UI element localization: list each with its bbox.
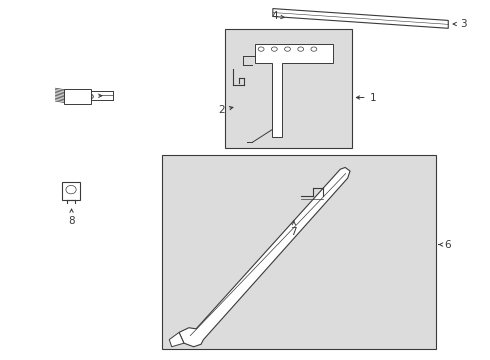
Text: 2: 2 — [218, 105, 233, 115]
Bar — [64, 89, 91, 104]
Polygon shape — [255, 44, 333, 137]
Polygon shape — [169, 332, 184, 347]
Text: 4: 4 — [271, 11, 284, 21]
Text: 3: 3 — [453, 19, 466, 29]
Text: 7: 7 — [291, 221, 297, 237]
Text: 5: 5 — [87, 91, 102, 101]
Polygon shape — [273, 9, 448, 28]
Polygon shape — [179, 167, 350, 347]
Text: 1: 1 — [356, 93, 376, 103]
Text: 6: 6 — [439, 239, 451, 249]
Bar — [162, 155, 436, 348]
Bar — [62, 182, 80, 201]
Text: 8: 8 — [68, 209, 75, 226]
Bar — [225, 30, 352, 148]
